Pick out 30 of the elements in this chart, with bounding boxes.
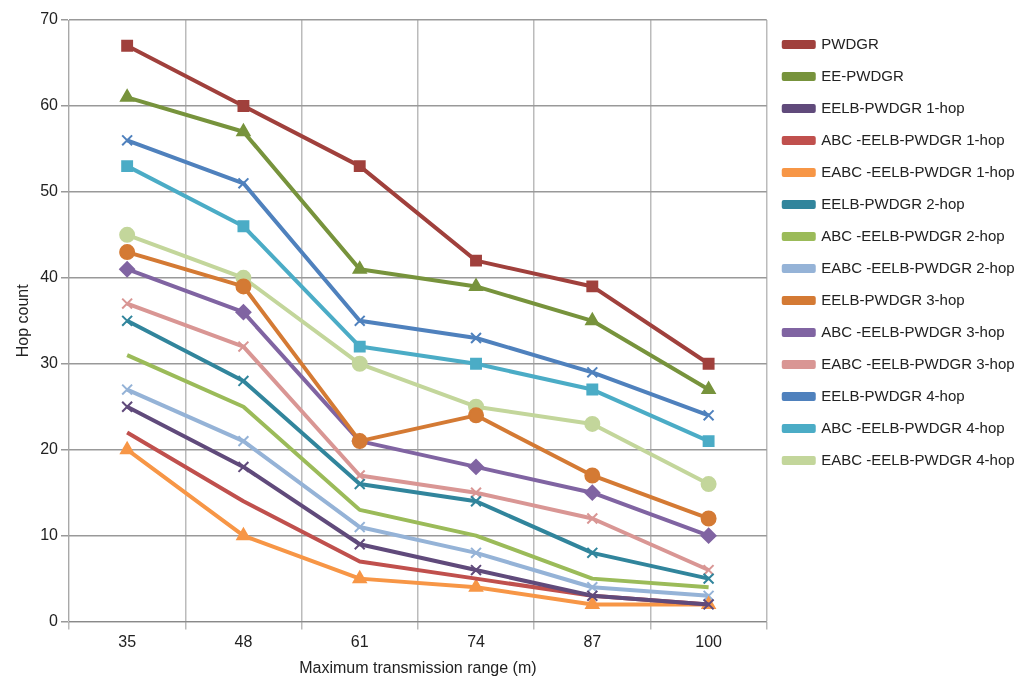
y-tick-label: 70 — [40, 10, 59, 28]
x-tick-label: 48 — [234, 632, 253, 650]
y-tick-label: 0 — [49, 612, 59, 630]
legend-label: ABC -EELB-PWDGR 1-hop — [821, 130, 1005, 148]
legend-label: EELB-PWDGR 2-hop — [821, 194, 965, 212]
legend-label: ABC -EELB-PWDGR 3-hop — [821, 322, 1005, 340]
legend-label: ABC -EELB-PWDGR 2-hop — [821, 226, 1005, 244]
legend-label: ABC -EELB-PWDGR 4-hop — [821, 418, 1005, 436]
y-tick-label: 40 — [40, 268, 59, 286]
x-tick-label: 87 — [583, 632, 602, 650]
x-tick-label: 100 — [695, 632, 723, 650]
x-tick-label: 61 — [350, 632, 369, 650]
legend-label: EELB-PWDGR 1-hop — [821, 98, 965, 116]
legend-label: EABC -EELB-PWDGR 2-hop — [821, 258, 1015, 276]
legend-label: EELB-PWDGR 3-hop — [821, 290, 965, 308]
y-axis-title: Hop count — [14, 283, 32, 358]
y-tick-label: 20 — [40, 440, 59, 458]
legend-label: EE-PWDGR — [821, 66, 904, 84]
legend-label: EABC -EELB-PWDGR 1-hop — [821, 162, 1015, 180]
legend-label: EABC -EELB-PWDGR 4-hop — [821, 450, 1015, 468]
x-tick-label: 35 — [118, 632, 137, 650]
x-tick-label: 74 — [467, 632, 486, 650]
legend-label: EELB-PWDGR 4-hop — [821, 386, 965, 404]
legend-label: PWDGR — [821, 34, 879, 52]
y-tick-label: 50 — [40, 182, 59, 200]
legend-label: EABC -EELB-PWDGR 3-hop — [821, 354, 1015, 372]
x-axis-title: Maximum transmission range (m) — [299, 658, 537, 676]
y-tick-label: 10 — [40, 526, 59, 544]
y-tick-label: 60 — [40, 96, 59, 114]
y-tick-label: 30 — [40, 354, 59, 372]
